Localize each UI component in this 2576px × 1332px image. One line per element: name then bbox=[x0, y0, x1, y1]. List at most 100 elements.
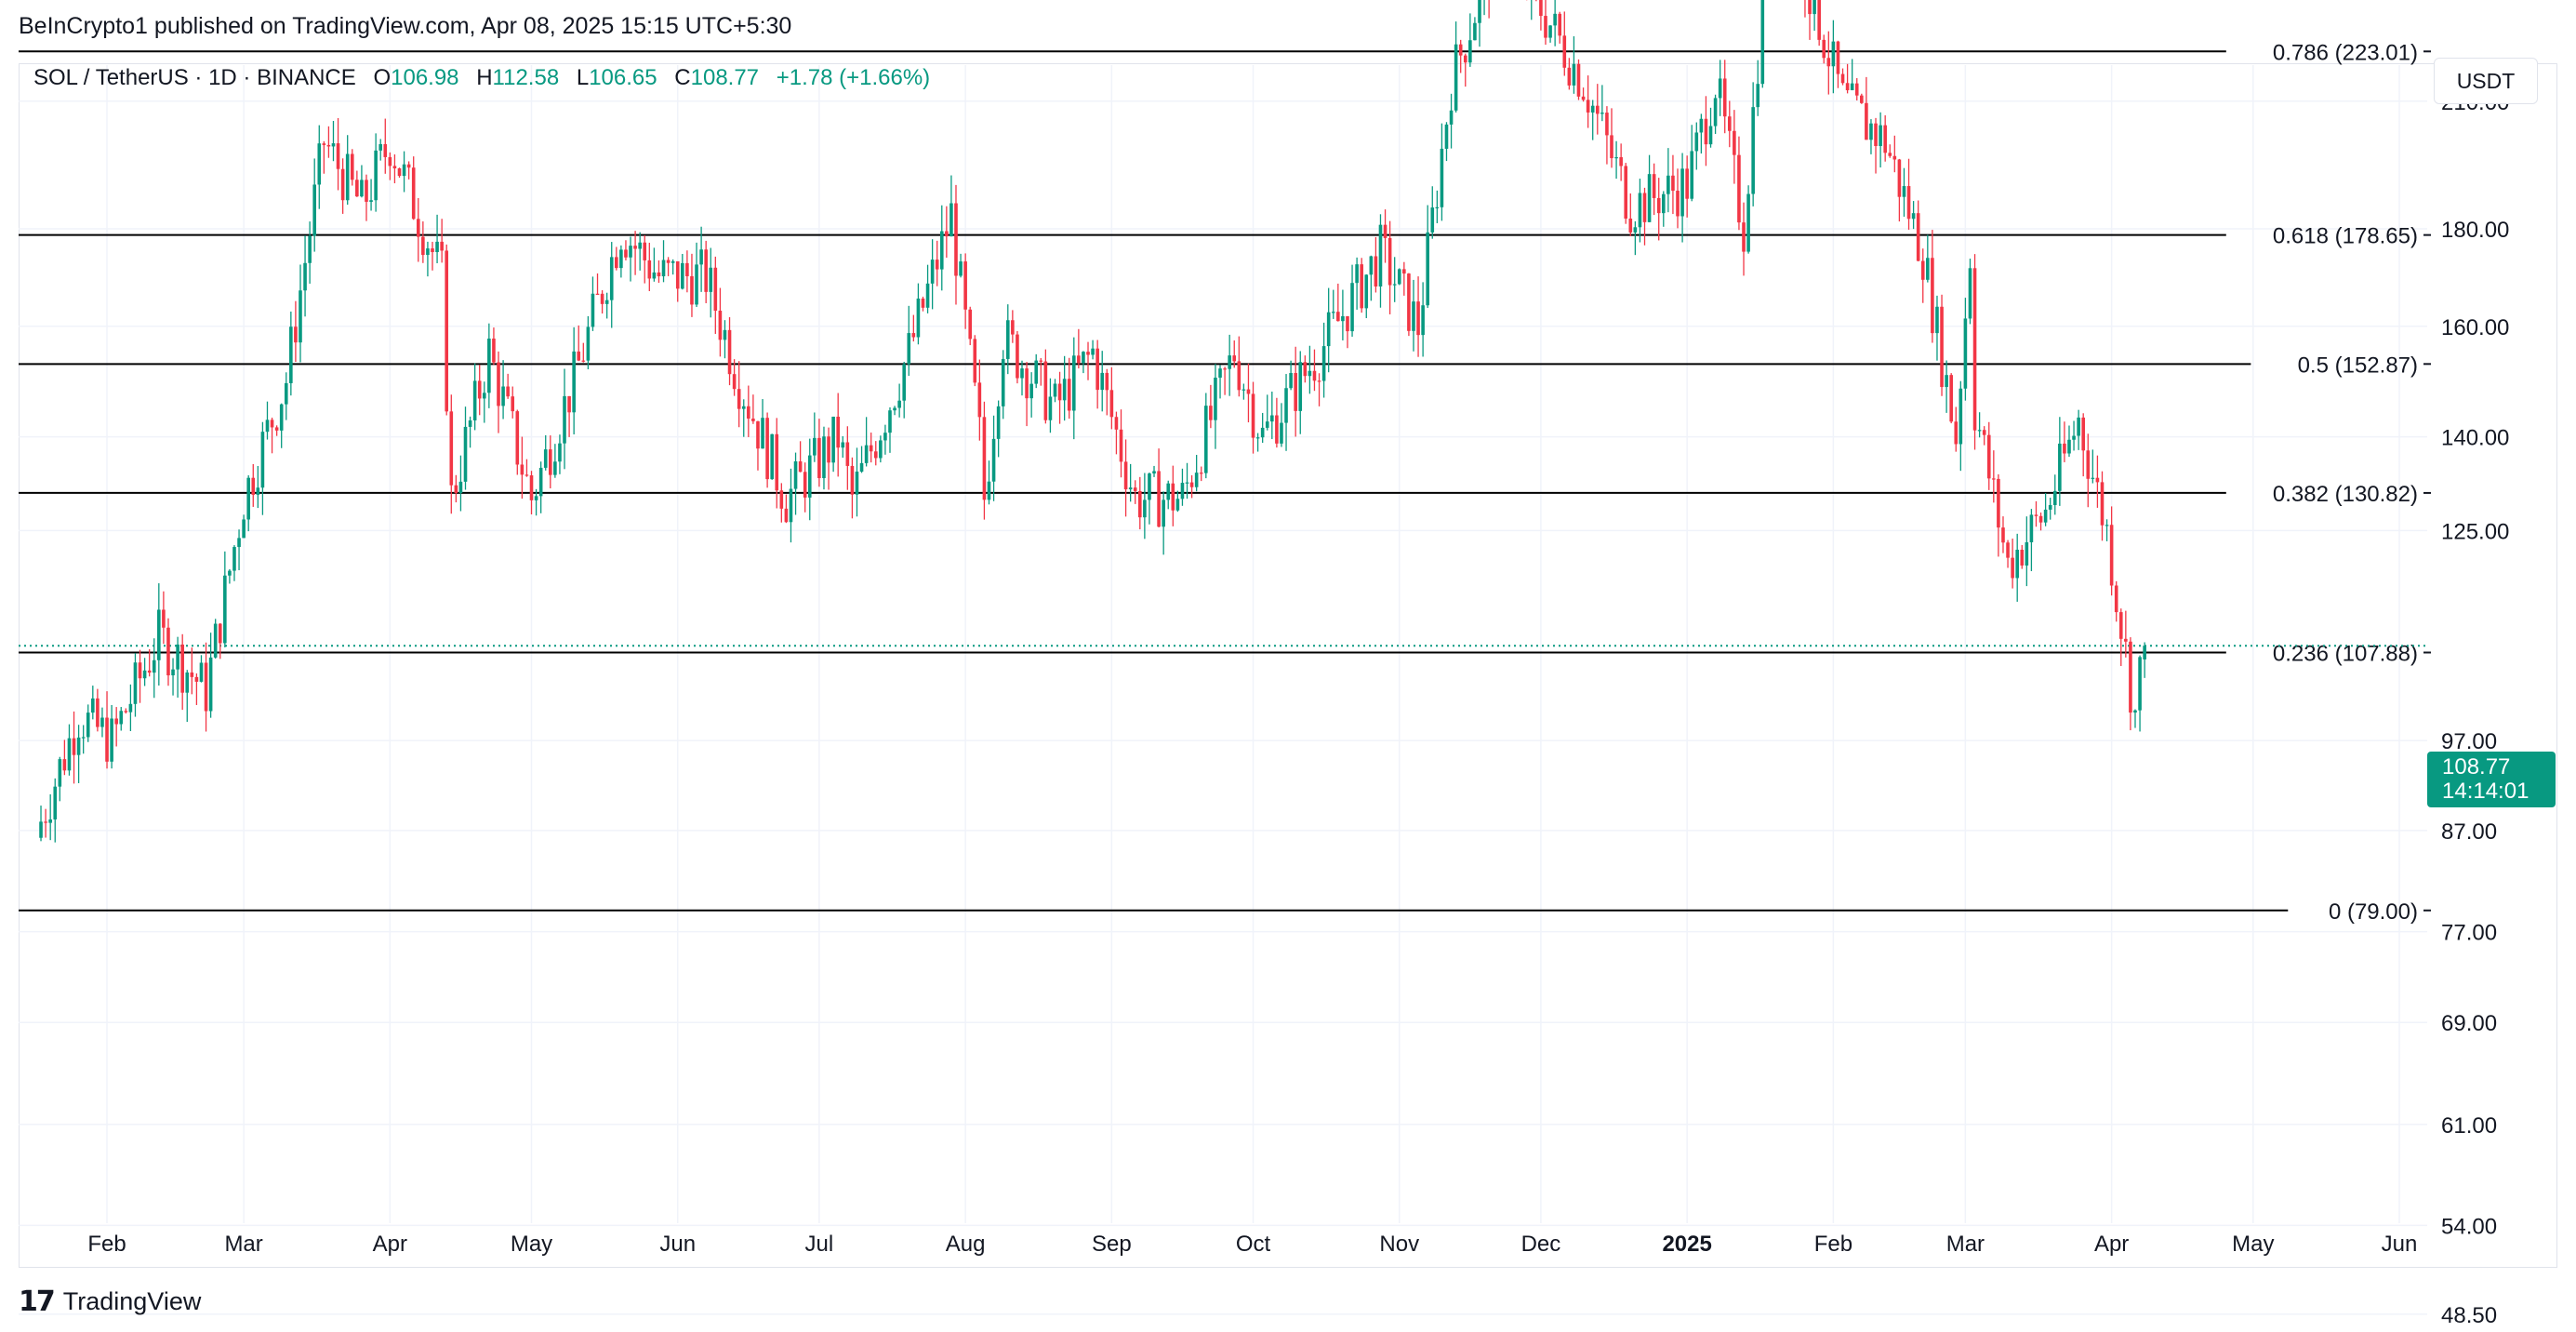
candle bbox=[2020, 550, 2025, 566]
ohlc-open-label: O bbox=[373, 65, 392, 90]
candle bbox=[1699, 118, 1704, 133]
candle bbox=[1242, 389, 1246, 391]
candle bbox=[600, 293, 604, 304]
ohlc-high: 112.58 bbox=[492, 65, 560, 90]
candle bbox=[1194, 473, 1199, 487]
candle bbox=[1680, 168, 1684, 217]
candle bbox=[284, 382, 288, 405]
y-tick-label: 97.00 bbox=[2441, 729, 2497, 754]
candle bbox=[2052, 490, 2057, 505]
candle bbox=[1586, 100, 1590, 113]
candle bbox=[1148, 473, 1151, 500]
candle bbox=[1850, 83, 1854, 90]
candle bbox=[39, 821, 43, 838]
brand-name: TradingView bbox=[62, 1287, 202, 1315]
candle bbox=[633, 246, 637, 249]
candle bbox=[1255, 437, 1260, 439]
candle bbox=[841, 442, 845, 448]
candle bbox=[208, 657, 213, 712]
candle bbox=[345, 153, 350, 201]
candle bbox=[62, 759, 67, 771]
candle bbox=[1454, 44, 1458, 111]
candle bbox=[228, 570, 232, 576]
candle bbox=[369, 200, 373, 202]
candle bbox=[609, 257, 614, 300]
candle bbox=[629, 246, 632, 258]
candle bbox=[727, 329, 732, 375]
candle bbox=[1053, 383, 1057, 397]
candle bbox=[563, 395, 566, 444]
candle bbox=[1128, 487, 1133, 490]
y-tick-label: 48.50 bbox=[2441, 1303, 2497, 1328]
candle bbox=[128, 703, 133, 713]
candle bbox=[1209, 406, 1213, 420]
candle bbox=[930, 260, 935, 284]
candle bbox=[572, 351, 576, 413]
candle bbox=[1091, 348, 1095, 355]
candle bbox=[1308, 370, 1312, 377]
x-tick-label: Jul bbox=[805, 1232, 834, 1257]
candle bbox=[445, 250, 449, 412]
candle bbox=[1817, 0, 1821, 40]
candle bbox=[152, 659, 156, 673]
candle bbox=[921, 298, 925, 308]
candle bbox=[1906, 186, 1911, 220]
candle bbox=[1185, 482, 1189, 484]
candle bbox=[1661, 193, 1666, 214]
candle bbox=[1576, 63, 1581, 97]
candle bbox=[232, 547, 236, 571]
candle bbox=[1920, 260, 1925, 280]
symbol-legend: SOL / TetherUS · 1D · BINANCE O106.98 H1… bbox=[33, 65, 930, 91]
candle bbox=[2043, 509, 2048, 523]
candle bbox=[1822, 39, 1826, 59]
candle bbox=[237, 538, 241, 548]
candle bbox=[558, 443, 562, 462]
x-tick-label: May bbox=[511, 1232, 552, 1257]
candle bbox=[1388, 237, 1392, 286]
candle bbox=[831, 416, 835, 463]
candle bbox=[1039, 360, 1043, 362]
candle bbox=[2105, 525, 2109, 526]
candle bbox=[378, 143, 383, 151]
candle bbox=[1082, 352, 1085, 364]
candle bbox=[1251, 393, 1255, 438]
tradingview-logo[interactable]: 𝟭𝟳 TradingView bbox=[19, 1285, 201, 1318]
candle bbox=[595, 293, 600, 295]
ohlc-close-label: C bbox=[674, 65, 691, 90]
candle bbox=[1355, 264, 1359, 284]
candle bbox=[2077, 417, 2080, 436]
candle bbox=[1562, 35, 1567, 68]
candle bbox=[586, 326, 591, 361]
candle bbox=[713, 267, 718, 311]
candle bbox=[1133, 487, 1137, 491]
candle bbox=[704, 249, 708, 292]
candle bbox=[317, 143, 322, 185]
candle bbox=[1590, 105, 1595, 113]
candle bbox=[765, 418, 769, 480]
fib-label: 0.786 (223.01) bbox=[2273, 40, 2418, 65]
candle bbox=[916, 298, 921, 338]
candle bbox=[340, 168, 345, 201]
candle bbox=[110, 718, 113, 762]
candle bbox=[741, 406, 746, 409]
currency-button[interactable]: USDT bbox=[2434, 58, 2538, 104]
candle bbox=[1214, 378, 1217, 420]
y-tick-label: 240.00 bbox=[2441, 0, 2509, 5]
candle bbox=[1567, 67, 1572, 86]
y-tick-label: 160.00 bbox=[2441, 315, 2509, 340]
candle bbox=[336, 143, 340, 169]
candle bbox=[1364, 274, 1369, 309]
candle bbox=[657, 272, 661, 277]
candle bbox=[53, 786, 58, 819]
candle bbox=[1331, 312, 1335, 313]
candle bbox=[643, 242, 647, 260]
candle bbox=[1105, 372, 1109, 391]
x-tick-label: 2025 bbox=[1662, 1232, 1711, 1257]
candle bbox=[76, 737, 81, 755]
candle bbox=[817, 437, 821, 479]
candle bbox=[1378, 224, 1383, 286]
candle bbox=[1057, 383, 1062, 401]
candle bbox=[1071, 355, 1076, 411]
candle bbox=[133, 662, 138, 704]
